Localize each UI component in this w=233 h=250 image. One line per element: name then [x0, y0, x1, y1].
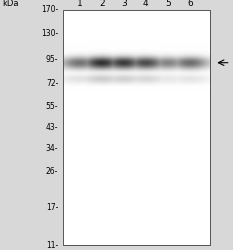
Text: kDa: kDa — [2, 0, 19, 8]
Text: 43-: 43- — [46, 124, 58, 132]
Text: 72-: 72- — [46, 79, 58, 88]
Text: 6: 6 — [187, 0, 193, 8]
Text: 5: 5 — [165, 0, 171, 8]
Text: 11-: 11- — [46, 240, 58, 250]
Bar — [63, 10, 210, 245]
Text: 55-: 55- — [46, 102, 58, 111]
Text: 26-: 26- — [46, 167, 58, 176]
Text: 95-: 95- — [46, 56, 58, 64]
Text: 2: 2 — [99, 0, 105, 8]
Text: 4: 4 — [143, 0, 149, 8]
Text: 170-: 170- — [41, 6, 58, 15]
Text: 1: 1 — [77, 0, 83, 8]
Text: 130-: 130- — [41, 28, 58, 38]
Text: 3: 3 — [121, 0, 127, 8]
Text: 34-: 34- — [46, 144, 58, 153]
Bar — [63, 10, 210, 245]
Text: 17-: 17- — [46, 203, 58, 212]
